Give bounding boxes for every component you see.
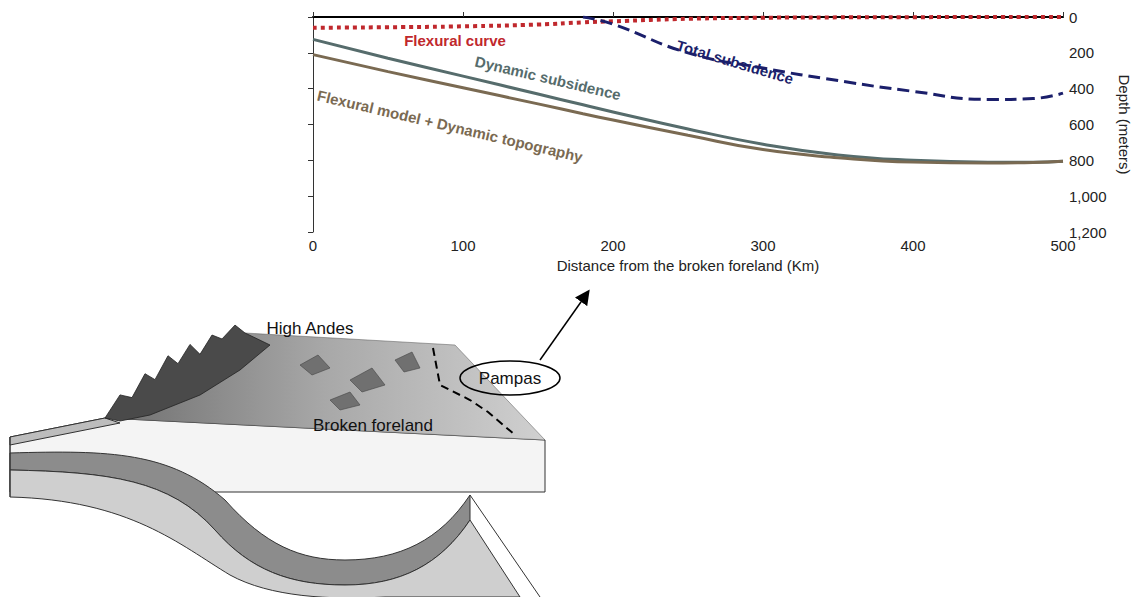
svg-text:Total subsidence: Total subsidence [674, 37, 795, 88]
svg-text:0: 0 [1069, 9, 1077, 26]
svg-text:400: 400 [1069, 80, 1094, 97]
svg-text:Flexural model + Dynamic topog: Flexural model + Dynamic topography [316, 87, 585, 166]
svg-text:Depth (meters): Depth (meters) [1116, 74, 1133, 174]
svg-text:200: 200 [1069, 44, 1094, 61]
svg-text:100: 100 [450, 237, 475, 254]
svg-text:High Andes: High Andes [267, 319, 354, 338]
svg-text:400: 400 [900, 237, 925, 254]
svg-text:1,000: 1,000 [1069, 188, 1107, 205]
svg-text:200: 200 [600, 237, 625, 254]
svg-text:Flexural curve: Flexural curve [404, 32, 506, 49]
svg-text:Distance from the broken forel: Distance from the broken foreland (Km) [557, 257, 820, 274]
svg-text:1,200: 1,200 [1069, 223, 1107, 241]
svg-text:Broken foreland: Broken foreland [313, 416, 433, 435]
svg-text:300: 300 [750, 237, 775, 254]
svg-text:800: 800 [1069, 152, 1094, 169]
svg-text:500: 500 [1050, 237, 1075, 254]
svg-text:Pampas: Pampas [479, 369, 541, 388]
svg-text:0: 0 [309, 237, 317, 254]
svg-text:Dynamic subsidence: Dynamic subsidence [473, 53, 622, 104]
svg-text:600: 600 [1069, 116, 1094, 133]
